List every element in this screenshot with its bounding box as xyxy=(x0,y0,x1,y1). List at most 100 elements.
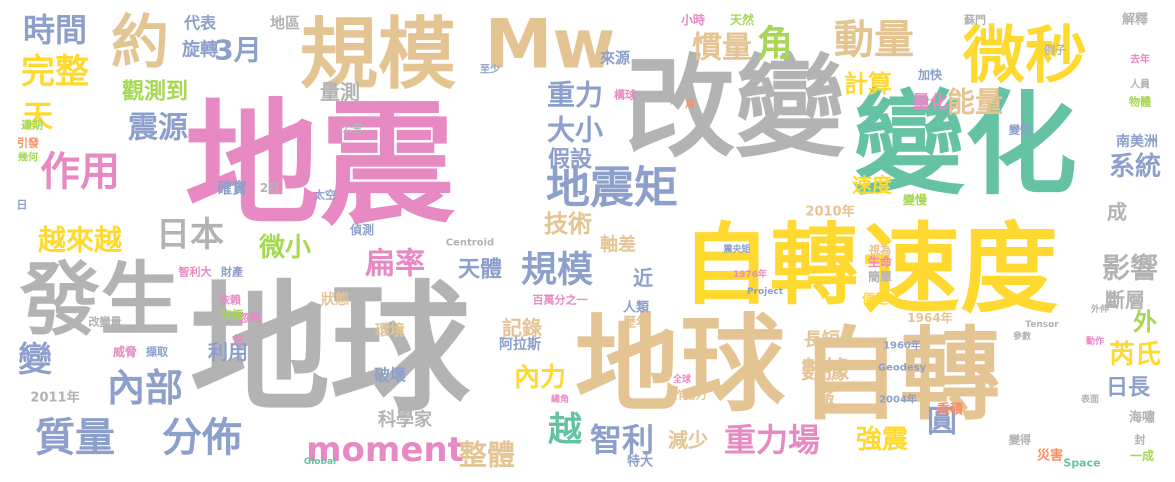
word: 物體 xyxy=(1129,95,1151,109)
word: 重力場 xyxy=(724,421,820,459)
word: 利用 xyxy=(208,340,248,364)
word: 重力 xyxy=(547,79,603,112)
word: Centroid xyxy=(446,238,494,249)
word: 週期 xyxy=(21,118,43,132)
word: 速度 xyxy=(862,213,1058,327)
word: 一成 xyxy=(1130,448,1154,463)
word: 2010年 xyxy=(805,204,854,220)
word: 約 xyxy=(111,8,169,76)
word: 視為 xyxy=(868,243,891,257)
word: 確實 xyxy=(216,179,247,197)
word: 速度 xyxy=(852,173,893,197)
word: 百萬分之一 xyxy=(533,293,588,307)
word: 構球 xyxy=(614,88,637,102)
word: 智利大 xyxy=(179,265,212,279)
word: 規模 xyxy=(521,250,593,291)
word: 大小 xyxy=(547,114,603,147)
word: 變慢 xyxy=(902,192,928,207)
word: 震央矩 xyxy=(722,243,750,255)
word: Tensor xyxy=(1025,320,1059,330)
word: 來源 xyxy=(600,49,630,67)
word: 破壞 xyxy=(374,366,406,385)
word: 歷年 xyxy=(623,315,649,331)
word: 極 xyxy=(814,388,835,412)
word: 質量 xyxy=(35,415,115,461)
word: 阿拉斯 xyxy=(499,336,541,353)
word: 環境 xyxy=(375,321,405,339)
word: 生命 xyxy=(868,254,893,269)
word: 變 xyxy=(18,340,52,380)
word: 智利 xyxy=(590,421,654,459)
word: 月 xyxy=(684,99,695,111)
word: 慣量 xyxy=(692,31,752,66)
word: 便是 xyxy=(862,292,889,308)
word: 能量 xyxy=(947,86,1003,119)
word: 狀態 xyxy=(321,291,349,308)
word: 全球 xyxy=(672,373,692,385)
word: 作用力 xyxy=(674,388,707,402)
word: 量測 xyxy=(320,80,360,104)
word: 發生 xyxy=(19,254,180,347)
word: 日 xyxy=(17,199,28,212)
word: 圓 xyxy=(927,405,957,440)
word: 天然 xyxy=(730,12,754,27)
word: 芮氏 xyxy=(1109,340,1161,370)
word: 倍 xyxy=(233,333,244,347)
word: 地震矩 xyxy=(546,163,678,214)
word: 總角 xyxy=(551,393,569,405)
word: 1976年 xyxy=(733,268,767,280)
word: 災害 xyxy=(1037,448,1063,464)
word: 小時 xyxy=(681,12,705,27)
word: moment xyxy=(306,430,464,470)
word: 改變量 xyxy=(89,315,122,329)
word: 公里 xyxy=(342,124,362,136)
word: 2004年 xyxy=(879,393,917,406)
word: 3月 xyxy=(214,34,261,67)
word: Project xyxy=(747,287,784,297)
word: 震源 xyxy=(128,111,188,146)
word: 強震 xyxy=(856,425,909,455)
word: 蘇門 xyxy=(963,13,986,27)
word: 天體 xyxy=(458,257,502,283)
word: 動作 xyxy=(1086,335,1104,347)
word: 自轉 xyxy=(800,317,1000,434)
word: 南美洲 xyxy=(1116,133,1158,150)
word: 外 xyxy=(1133,308,1157,336)
word: 擷取 xyxy=(146,345,168,359)
word: 完整 xyxy=(21,52,89,92)
word: 1964年 xyxy=(907,310,952,325)
word: 長短 xyxy=(804,329,840,351)
word: 變快 xyxy=(1009,123,1032,137)
word: 內部 xyxy=(107,366,183,410)
word: 量化 xyxy=(912,92,948,114)
word: 代表 xyxy=(183,14,217,33)
word: 內力 xyxy=(514,363,566,393)
word: 旋轉 xyxy=(181,39,218,61)
word: 忽略 xyxy=(239,311,262,325)
word: 越 xyxy=(548,410,583,450)
word: 觀測到 xyxy=(122,80,188,105)
word: 技術 xyxy=(544,210,592,238)
word: Space xyxy=(1063,457,1100,470)
word: 分佈 xyxy=(162,415,242,461)
word: 去年 xyxy=(1130,53,1150,66)
word: 特大 xyxy=(627,454,653,470)
word: 幾何 xyxy=(18,151,38,164)
word: 解釋 xyxy=(1121,12,1148,28)
word: 2011年 xyxy=(30,390,79,406)
word: 加快 xyxy=(917,67,943,82)
word: 守恆 xyxy=(221,308,243,322)
word: 記錄 xyxy=(502,316,542,340)
word: 地球 xyxy=(575,304,786,426)
word: 減少 xyxy=(668,428,708,452)
word: 時間 xyxy=(23,11,87,49)
word: 變得 xyxy=(1009,433,1031,447)
word: 封 xyxy=(1135,433,1146,447)
word: 引發 xyxy=(17,136,40,150)
word: 簡單 xyxy=(868,269,892,284)
word: 地區 xyxy=(270,14,300,32)
word: 地球 xyxy=(190,269,471,432)
word: 人類 xyxy=(623,300,650,316)
